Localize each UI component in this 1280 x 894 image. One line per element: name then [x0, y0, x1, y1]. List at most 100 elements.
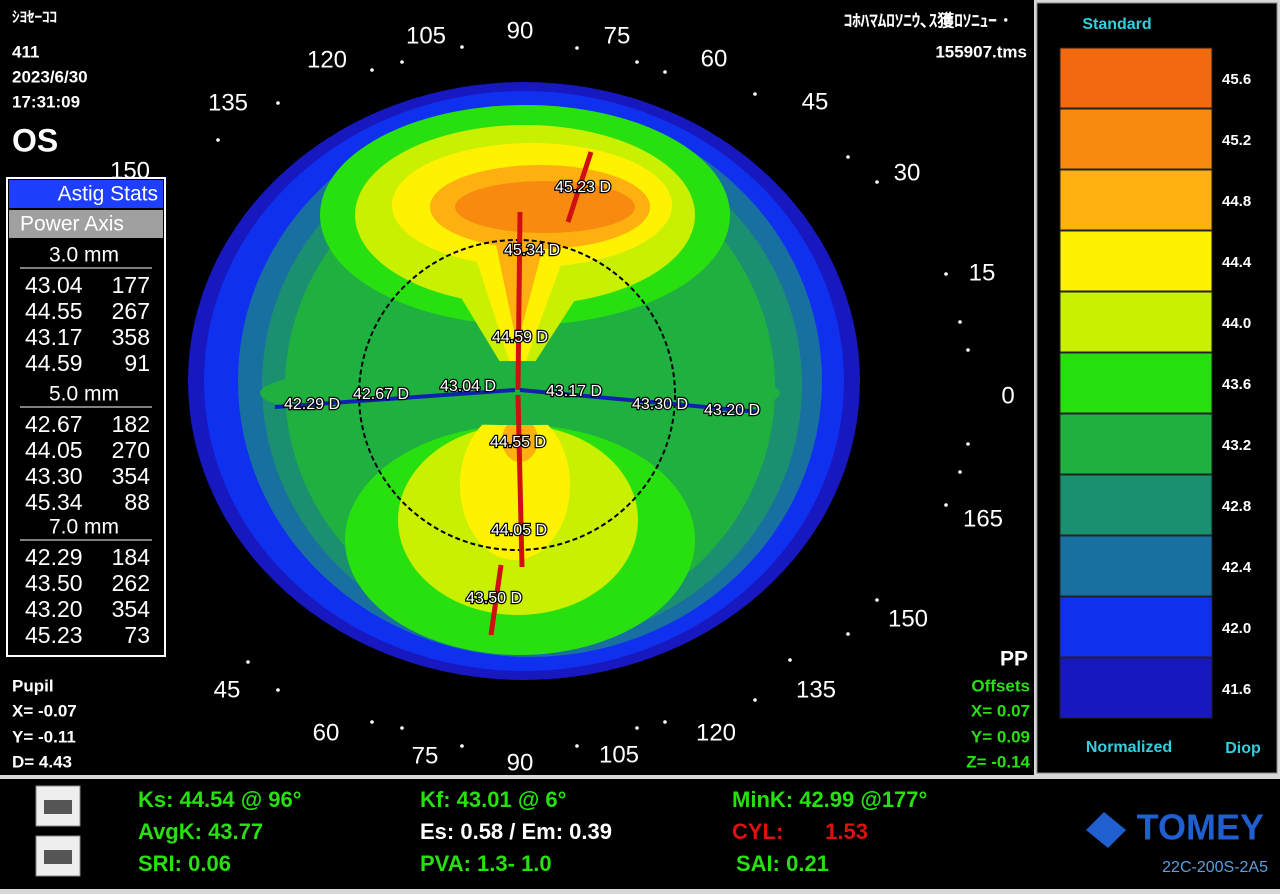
axis: 88 [124, 489, 150, 515]
logo-mark [1086, 812, 1126, 848]
axis: 182 [112, 411, 150, 437]
power: 45.23 [25, 622, 83, 648]
tick-dot [875, 180, 879, 184]
topography-map [188, 82, 860, 680]
tick-dot [966, 442, 970, 446]
pupil-x: X= -0.07 [12, 701, 77, 720]
tick-dot [875, 598, 879, 602]
power: 43.20 [25, 596, 83, 622]
tick-dot [216, 138, 220, 142]
axis: 91 [124, 350, 150, 376]
tick-dot [370, 68, 374, 72]
tick-dot [788, 658, 792, 662]
logo: TOMEY [1137, 807, 1264, 848]
astig-columns: Power Axis [20, 213, 124, 236]
tick-dot [460, 45, 464, 49]
k-label: 44.05 D [491, 522, 547, 539]
angle-label: 75 [412, 742, 439, 769]
tick-dot [575, 46, 579, 50]
tick-dot [400, 726, 404, 730]
code: 22C-200S-2A5 [1162, 859, 1268, 876]
scale-title: Standard [1082, 16, 1151, 33]
angle-label: 120 [307, 46, 347, 73]
offsets-title: Offsets [971, 676, 1030, 695]
power: 45.34 [25, 489, 83, 515]
k-label: 42.67 D [353, 386, 409, 403]
scale-value: 45.2 [1222, 132, 1251, 149]
exam-time: 17:31:09 [12, 92, 80, 111]
power: 42.29 [25, 544, 83, 570]
cyl: 1.53 [825, 819, 868, 844]
astig-columns-bg [9, 210, 163, 238]
k-label: 45.23 D [555, 179, 611, 196]
axis: 267 [112, 298, 150, 324]
scale-value: 44.0 [1222, 315, 1251, 332]
angle-label: 60 [313, 719, 340, 746]
tick-dot [400, 60, 404, 64]
zone-label: 3.0 mm [49, 244, 119, 267]
scale-swatch [1059, 535, 1213, 597]
scale-swatch [1059, 413, 1213, 475]
tick-dot [958, 320, 962, 324]
scale-swatch [1059, 596, 1213, 658]
scale-footer-right: Diop [1225, 740, 1261, 757]
scale-swatch [1059, 169, 1213, 231]
astig-title-bg [9, 180, 163, 208]
tick-dot [846, 155, 850, 159]
power: 44.55 [25, 298, 83, 324]
scale-swatch [1059, 657, 1213, 719]
axis: 262 [112, 570, 150, 596]
tick-dot [966, 348, 970, 352]
scale-value: 45.6 [1222, 71, 1251, 88]
offset-x: X= 0.07 [971, 701, 1030, 720]
power: 43.50 [25, 570, 83, 596]
angle-label: 105 [599, 741, 639, 768]
pva: PVA: 1.3- 1.0 [420, 851, 552, 876]
tick-dot [635, 726, 639, 730]
k-label: 44.55 D [490, 434, 546, 451]
tick-dot [575, 744, 579, 748]
power: 44.59 [25, 350, 83, 376]
k-label: 43.30 D [632, 396, 688, 413]
kf: Kf: 43.01 @ 6° [420, 787, 566, 812]
avgk: AvgK: 43.77 [138, 819, 263, 844]
bottom-panel [0, 779, 1280, 889]
tick-dot [958, 470, 962, 474]
axis: 270 [112, 437, 150, 463]
scale-value: 44.4 [1222, 254, 1252, 271]
angle-label: 165 [963, 505, 1003, 532]
angle-label: 45 [214, 676, 241, 703]
angle-label: 45 [802, 88, 829, 115]
scale-value: 41.6 [1222, 681, 1251, 698]
zone-label: 7.0 mm [49, 516, 119, 539]
patient-id: 411 [12, 42, 39, 61]
astig-title: Astig Stats [58, 183, 158, 206]
tick-dot [635, 60, 639, 64]
device-text: ｺﾎﾊﾏﾑﾛｿﾆｳ､ｽ獲ﾛｿﾆｭｰ ･ [844, 11, 1010, 30]
power: 43.17 [25, 324, 83, 350]
offset-z: Z= -0.14 [966, 752, 1030, 771]
eye: OS [12, 122, 58, 158]
axis: 177 [112, 272, 150, 298]
angle-label: 60 [701, 45, 728, 72]
scale-swatch [1059, 352, 1213, 414]
axis: 73 [124, 622, 150, 648]
angle-label: 135 [796, 676, 836, 703]
axis: 184 [112, 544, 151, 570]
scale-value: 42.8 [1222, 498, 1251, 515]
tick-dot [944, 272, 948, 276]
tick-dot [370, 720, 374, 724]
angle-label: 90 [507, 17, 534, 44]
scale-value: 44.8 [1222, 193, 1251, 210]
scale-value: 42.0 [1222, 620, 1251, 637]
cyl-label: CYL: [732, 819, 783, 844]
angle-label: 0 [1001, 382, 1014, 409]
tick-dot [276, 101, 280, 105]
pupil-d: D= 4.43 [12, 752, 72, 771]
scale-value: 43.6 [1222, 376, 1251, 393]
k-label: 43.17 D [546, 383, 602, 400]
tick-dot [944, 503, 948, 507]
power: 44.05 [25, 437, 83, 463]
angle-label: 150 [110, 157, 150, 184]
